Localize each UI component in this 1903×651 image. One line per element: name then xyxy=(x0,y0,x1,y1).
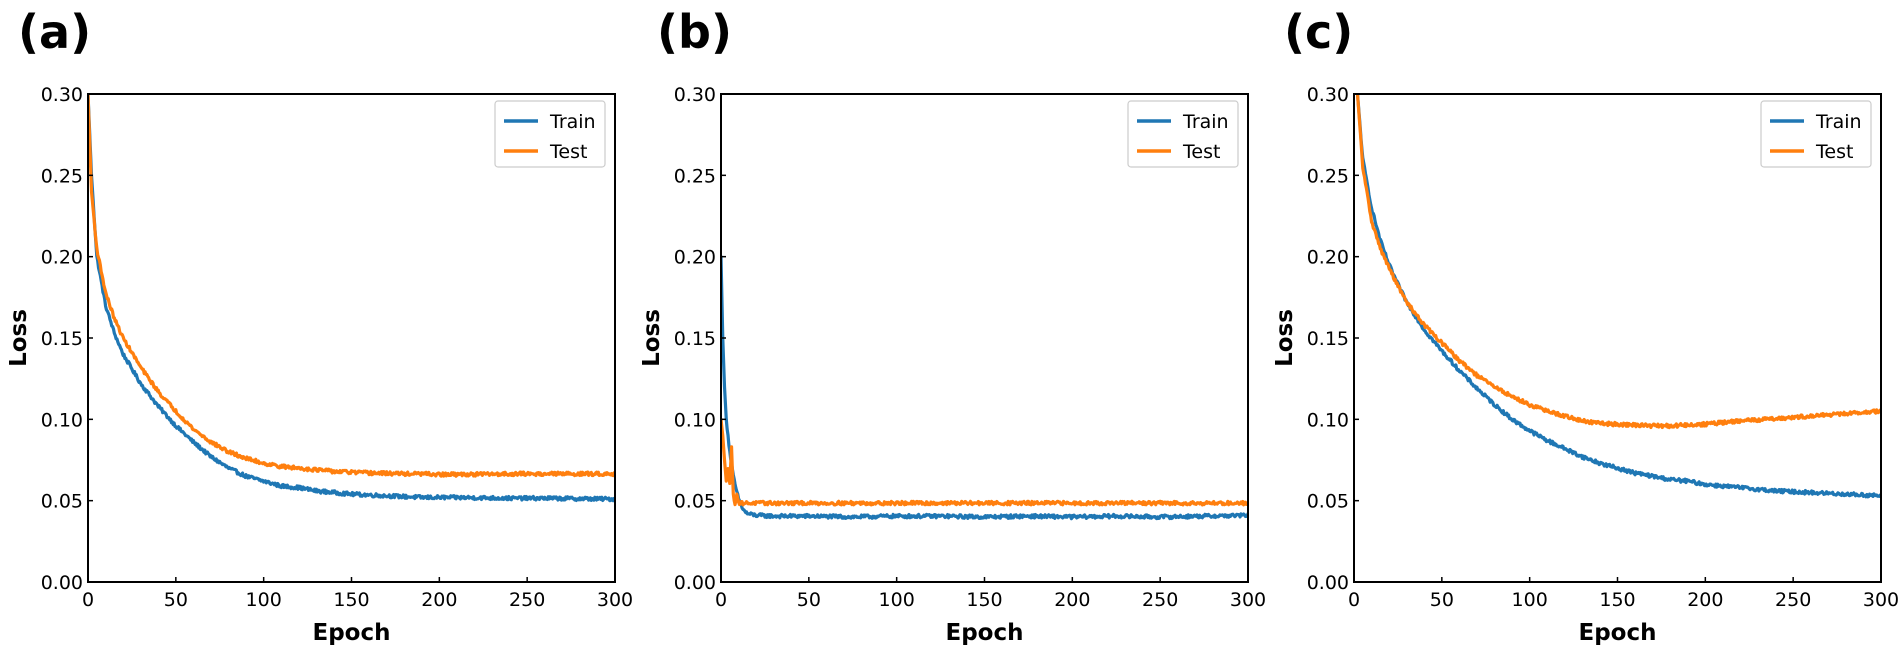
y-tick-label: 0.30 xyxy=(41,84,83,106)
x-tick-label: 250 xyxy=(1142,589,1178,611)
series-line-test xyxy=(721,417,1248,507)
chart-panel-2: (b) 0.00 0.05 0.10 0.15 0.20 0.25 0.30 0 50 100 150… xyxy=(639,5,1266,646)
y-tick-label: 0.00 xyxy=(1307,572,1349,594)
series-group xyxy=(88,94,615,503)
y-tick-label: 0.15 xyxy=(1307,328,1349,350)
x-axis-label: Epoch xyxy=(946,620,1024,646)
legend-label-train: Train xyxy=(1182,111,1229,133)
y-tick-label: 0.00 xyxy=(674,572,716,594)
y-tick-label: 0.20 xyxy=(674,247,716,269)
x-tick-label: 300 xyxy=(1863,589,1899,611)
y-axis-label: Loss xyxy=(1272,309,1298,367)
y-tick-label: 0.05 xyxy=(41,491,83,513)
panel-label: (c) xyxy=(1284,5,1353,59)
x-tick-label: 300 xyxy=(597,589,633,611)
y-tick-label: 0.05 xyxy=(1307,491,1349,513)
y-axis-label: Loss xyxy=(6,309,32,367)
y-tick-label: 0.10 xyxy=(1307,409,1349,431)
x-axis-label: Epoch xyxy=(1579,620,1657,646)
y-tick-label: 0.25 xyxy=(674,165,716,187)
y-tick-label: 0.00 xyxy=(41,572,83,594)
series-line-train xyxy=(721,255,1248,521)
series-line-test xyxy=(88,94,615,478)
y-tick-label: 0.20 xyxy=(41,247,83,269)
legend-label-test: Test xyxy=(1182,141,1220,163)
x-tick-label: 150 xyxy=(1599,589,1635,611)
legend-label-test: Test xyxy=(549,141,587,163)
x-tick-label: 250 xyxy=(509,589,545,611)
y-axis-label: Loss xyxy=(639,309,665,367)
x-tick-label: 300 xyxy=(1230,589,1266,611)
y-tick-label: 0.10 xyxy=(41,409,83,431)
x-tick-label: 200 xyxy=(1054,589,1090,611)
x-tick-label: 50 xyxy=(1430,589,1454,611)
legend-label-train: Train xyxy=(549,111,596,133)
y-tick-label: 0.30 xyxy=(1307,84,1349,106)
x-axis-label: Epoch xyxy=(313,620,391,646)
x-tick-label: 200 xyxy=(421,589,457,611)
x-tick-label: 0 xyxy=(715,589,727,611)
x-tick-label: 0 xyxy=(1348,589,1360,611)
y-tick-label: 0.25 xyxy=(41,165,83,187)
x-tick-label: 0 xyxy=(82,589,94,611)
x-tick-label: 100 xyxy=(879,589,915,611)
x-tick-label: 50 xyxy=(164,589,188,611)
chart-panel-1: (a) 0.00 0.05 0.10 0.15 0.20 0.25 0.30 0 50 100 150… xyxy=(6,5,633,646)
series-line-test xyxy=(1355,94,1881,430)
y-tick-label: 0.25 xyxy=(1307,165,1349,187)
y-tick-label: 0.30 xyxy=(674,84,716,106)
panel-label: (b) xyxy=(657,5,732,59)
y-tick-label: 0.20 xyxy=(1307,247,1349,269)
chart-panel-3: (c) 0.00 0.05 0.10 0.15 0.20 0.25 0.30 0 50 100 150… xyxy=(1272,5,1899,646)
x-tick-label: 150 xyxy=(966,589,1002,611)
x-tick-label: 250 xyxy=(1775,589,1811,611)
y-tick-label: 0.15 xyxy=(41,328,83,350)
series-line-train xyxy=(1355,94,1881,499)
x-tick-label: 150 xyxy=(333,589,369,611)
series-group xyxy=(1355,94,1881,499)
y-tick-label: 0.15 xyxy=(674,328,716,350)
series-line-train xyxy=(88,94,615,503)
panel-label: (a) xyxy=(18,5,91,59)
x-tick-label: 100 xyxy=(246,589,282,611)
legend-label-test: Test xyxy=(1815,141,1853,163)
legend-label-train: Train xyxy=(1815,111,1862,133)
x-tick-label: 100 xyxy=(1512,589,1548,611)
y-tick-label: 0.10 xyxy=(674,409,716,431)
x-tick-label: 50 xyxy=(797,589,821,611)
series-group xyxy=(721,255,1248,521)
y-tick-label: 0.05 xyxy=(674,491,716,513)
x-tick-label: 200 xyxy=(1687,589,1723,611)
